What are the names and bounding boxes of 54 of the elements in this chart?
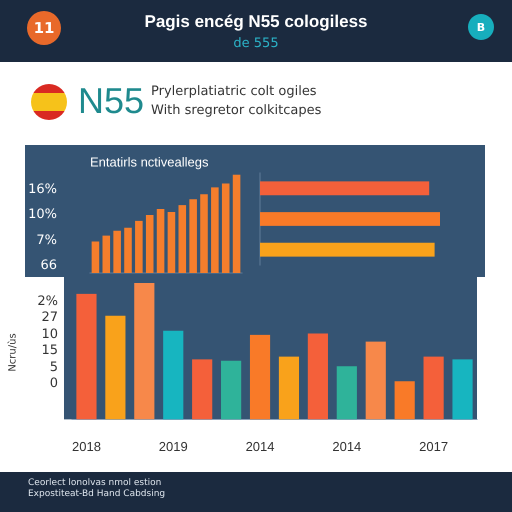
text: de 555 [232,36,280,51]
bar [156,209,164,273]
bar [189,199,197,273]
bar [424,356,444,420]
text: 66 [40,258,57,273]
x-tick-label: 2018 [72,438,101,454]
bar [163,330,184,420]
text: 10% [28,207,57,222]
text: 7% [36,232,57,248]
bar [124,228,132,273]
text: Pagis encég N55 cologiless [144,12,368,31]
text: B [468,14,494,40]
x-tick-label: 2014 [332,438,362,454]
text: Ceorlect lonolvas nmol estion [28,478,162,488]
text: N55 [78,80,144,122]
bar [366,342,386,420]
text: 16% [28,182,57,197]
bar [113,230,121,273]
bar [278,356,300,420]
bar [146,214,154,273]
bar [168,212,176,273]
bar [222,183,230,273]
bar [134,283,154,420]
bar [452,359,473,420]
text: Expostiteat-Bd Hand Cabdsing [28,489,166,499]
text: Prylerplatiatric colt ogiles [151,84,317,99]
bar [105,316,126,420]
x-tick-label: 2014 [246,438,274,454]
bar [178,205,186,273]
text: 0 [50,376,58,391]
bar [192,359,212,420]
text: 5 [50,360,58,375]
bar [232,174,240,273]
chart-title: Entatirls nctiveallegs [90,154,209,170]
text: 2% [37,294,58,309]
bar [221,360,242,420]
bar [308,333,328,420]
y-axis-title: Ncru/ùs [8,333,19,372]
bar [394,381,415,420]
text: With sregretor colkitcapes [151,103,322,118]
x-tick-label: 2017 [419,438,448,454]
bar [76,294,97,420]
x-tick-label: 2019 [158,438,188,454]
text: 10 [41,326,58,342]
bar [92,242,100,273]
text: 27 [41,310,58,326]
text: 15 [41,343,58,358]
bar [102,236,110,273]
bar [211,187,219,273]
bar [200,194,208,273]
bar [250,334,270,420]
bar [135,220,143,273]
text: 11 [27,11,61,45]
bar [336,366,357,420]
